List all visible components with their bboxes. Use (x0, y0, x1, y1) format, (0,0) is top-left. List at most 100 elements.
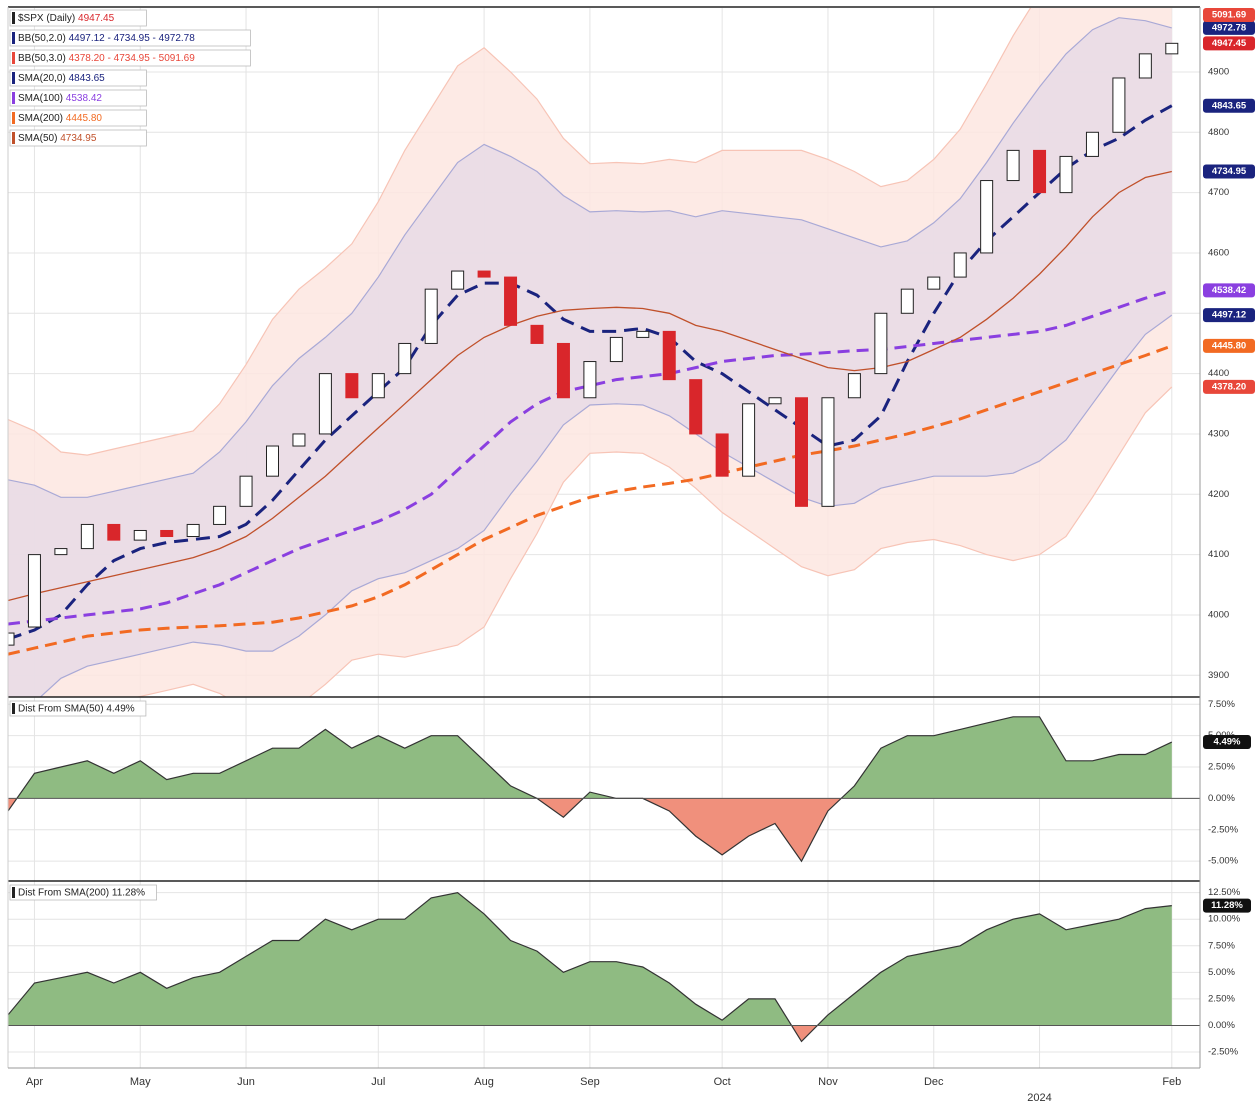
legend-value: 4947.45 (78, 13, 115, 24)
y-tick-label: 10.00% (1208, 914, 1241, 925)
legend-label: SMA(20,0) 4843.65 (18, 73, 105, 84)
plot-area (8, 8, 1179, 697)
candle (451, 270, 465, 290)
candle (1165, 42, 1179, 55)
legend-swatch (12, 72, 15, 84)
candle (1085, 131, 1099, 157)
x-tick-label: Oct (714, 1076, 731, 1088)
candle (821, 397, 835, 507)
legend-swatch (12, 112, 15, 124)
candle (371, 373, 385, 399)
legend-name: SMA(20,0) (18, 73, 66, 84)
candle (874, 312, 888, 375)
candle (318, 373, 332, 435)
candle (768, 397, 782, 405)
candle (662, 330, 676, 381)
value-badge-label: 4538.42 (1212, 285, 1246, 296)
y-tick-label: 3900 (1208, 670, 1229, 681)
candle (266, 445, 279, 477)
candle (927, 276, 941, 290)
candle (847, 373, 861, 399)
line (8, 344, 1173, 656)
band-upper (8, 8, 1032, 456)
x-tick-label: Jul (371, 1076, 385, 1088)
y-tick-label: 2.50% (1208, 993, 1235, 1004)
x-tick-label: Dec (924, 1076, 944, 1088)
value-badge (1203, 8, 1255, 22)
x-tick-label: Apr (26, 1076, 43, 1088)
y-tick-label: 7.50% (1208, 940, 1235, 951)
band-upper (8, 17, 1172, 498)
candle (107, 523, 121, 541)
legend-box (9, 29, 251, 47)
value-badge (1203, 338, 1255, 353)
legend-box (9, 49, 251, 67)
legend-swatch (12, 703, 15, 714)
candle (953, 252, 967, 278)
area (8, 892, 1172, 1026)
legend-label: BB(50,3.0) 4378.20 - 4734.95 - 5091.69 (18, 53, 195, 64)
candle (1059, 155, 1073, 194)
line (8, 716, 1173, 863)
line (8, 104, 1173, 641)
band-fill (8, 17, 1172, 697)
legend-label: $SPX (Daily) 4947.45 (18, 13, 115, 24)
x-tick-label: 2024 (1027, 1092, 1051, 1104)
legend-box (9, 884, 157, 901)
legend-name: BB(50,3.0) (18, 53, 66, 64)
candle (689, 379, 703, 435)
legend-value: 4538.42 (66, 93, 103, 104)
legend-value: 4445.80 (66, 113, 103, 124)
legend-box (9, 129, 147, 147)
candle (477, 270, 491, 278)
candle (398, 342, 412, 375)
candle (27, 554, 41, 628)
candle (980, 180, 994, 254)
y-tick-label: 12.50% (1208, 887, 1241, 898)
legend-box (9, 700, 147, 717)
candle (795, 397, 808, 507)
y-tick-label: 4900 (1208, 66, 1229, 77)
candle (1033, 149, 1047, 194)
y-tick-label: -2.50% (1208, 1047, 1239, 1058)
x-tick-label: May (130, 1076, 151, 1088)
candle (133, 529, 147, 541)
y-tick-label: 0.00% (1208, 1020, 1235, 1031)
positive-area (16, 716, 1172, 799)
y-tick-label: -2.50% (1208, 824, 1239, 835)
value-badge (1203, 308, 1255, 323)
y-tick-label: 5.00% (1208, 967, 1235, 978)
x-tick-label: Sep (580, 1076, 600, 1088)
value-badge (1203, 379, 1255, 394)
candle (742, 403, 756, 477)
x-tick-label: Aug (474, 1076, 494, 1088)
line (8, 891, 1172, 1043)
area (16, 716, 1172, 799)
value-badge-label: 11.28% (1211, 900, 1243, 911)
candle (609, 336, 623, 363)
value-badge-label: 4378.20 (1212, 381, 1246, 392)
candle (424, 288, 438, 344)
plot-area (8, 891, 1172, 1043)
candle (900, 288, 914, 314)
value-badge (1203, 98, 1255, 113)
candle (530, 324, 544, 344)
line (8, 288, 1173, 626)
value-badge (1203, 898, 1251, 913)
plot-area (8, 716, 1173, 863)
legend-name: BB(50,2.0) (18, 33, 66, 44)
line (8, 170, 1172, 602)
legend-box (9, 69, 147, 87)
y-tick-label: 4800 (1208, 127, 1229, 138)
y-tick-label: 0.00% (1208, 793, 1235, 804)
y-tick-label: 4000 (1208, 609, 1229, 620)
legend-swatch (12, 52, 15, 64)
legend-value: 4497.12 - 4734.95 - 4972.78 (69, 33, 196, 44)
legend-value: 4378.20 - 4734.95 - 5091.69 (69, 53, 196, 64)
y-tick-label: 4100 (1208, 549, 1229, 560)
candle (54, 548, 68, 556)
value-badge-label: 4947.45 (1212, 38, 1247, 49)
legend-label: SMA(200) 4445.80 (18, 113, 102, 124)
value-badge-label: 4843.65 (1212, 100, 1247, 111)
panel-title: Dist From SMA(50) 4.49% (18, 704, 135, 715)
